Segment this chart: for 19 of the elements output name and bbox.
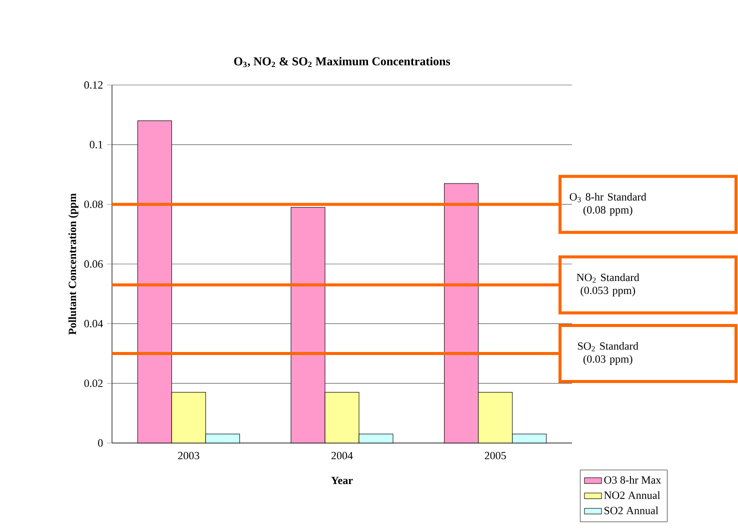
y-tick-label: 0.04 bbox=[84, 320, 103, 328]
y-axis-title: Pollutant Concentration (ppm bbox=[68, 193, 78, 335]
y-tick-label: 0.06 bbox=[84, 260, 103, 268]
ref-line-label: SO$_{2}$ Standard (0.03 ppm) bbox=[578, 342, 638, 365]
y-tick-label: 0.08 bbox=[84, 200, 103, 208]
x-tick-label: 2005 bbox=[484, 452, 506, 460]
legend-label: NO2 Annual bbox=[604, 491, 660, 499]
ref-line-label: NO$_{2}$ Standard (0.053 ppm) bbox=[576, 273, 640, 296]
x-axis-title: Year bbox=[331, 476, 353, 484]
chart-title: O$_{3}$, NO$_{2}$ & SO$_{2}$ Maximum Concentrations bbox=[234, 56, 450, 68]
x-tick-label: 2004 bbox=[331, 452, 353, 460]
legend-label: O3 8-hr Max bbox=[604, 476, 662, 484]
y-tick-label: 0 bbox=[98, 439, 103, 447]
y-tick-label: 0.12 bbox=[84, 81, 103, 89]
legend-label: SO2 Annual bbox=[604, 506, 658, 514]
y-tick-label: 0.02 bbox=[84, 380, 103, 388]
x-tick-label: 2003 bbox=[178, 452, 200, 460]
y-tick-label: 0.1 bbox=[90, 140, 102, 148]
ref-line-label: O$_{3}$ 8-hr Standard (0.08 ppm) bbox=[570, 192, 646, 216]
